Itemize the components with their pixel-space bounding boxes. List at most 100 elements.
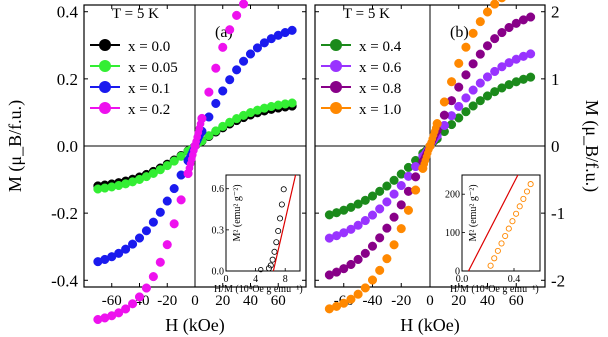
legend-marker xyxy=(99,81,111,93)
legend-marker xyxy=(330,60,342,72)
inset-y-tick-label: 0.0 xyxy=(212,267,225,278)
legend-marker xyxy=(99,39,111,51)
y-tick-label: -0.4 xyxy=(51,271,78,290)
x-tick-label: 0 xyxy=(191,293,199,309)
x-axis-label: H (kOe) xyxy=(400,315,459,336)
inset-data-point xyxy=(498,240,505,247)
legend-label: x = 0.2 xyxy=(128,102,170,118)
data-point xyxy=(155,207,165,217)
data-point xyxy=(134,292,145,302)
data-point xyxy=(396,180,406,191)
data-point xyxy=(447,77,457,87)
data-point xyxy=(169,219,179,229)
x-tick-label: 60 xyxy=(271,293,286,309)
inset-data-point xyxy=(277,215,284,222)
data-point xyxy=(360,215,370,226)
inset-x-label: H/M (10⁴Oe g emu⁻¹) xyxy=(214,284,303,295)
data-point xyxy=(346,294,356,304)
data-point xyxy=(468,59,478,69)
data-point xyxy=(461,93,471,103)
data-point xyxy=(389,175,399,185)
inset-x-tick-label: 0 xyxy=(224,274,229,285)
data-point xyxy=(232,10,242,20)
data-point xyxy=(396,224,406,234)
data-point xyxy=(259,38,269,48)
legend-marker xyxy=(99,102,111,114)
data-point xyxy=(148,217,158,227)
inset-data-point xyxy=(523,188,531,195)
data-point xyxy=(454,101,464,112)
inset-data-point xyxy=(505,225,512,232)
data-point xyxy=(382,181,392,191)
data-point xyxy=(454,58,464,68)
data-point xyxy=(162,240,172,250)
data-point xyxy=(287,25,297,35)
data-point xyxy=(468,85,478,95)
data-point xyxy=(482,72,493,82)
inset-y-tick-label: 0.6 xyxy=(212,184,225,195)
legend-label: x = 0.6 xyxy=(359,60,402,76)
data-point xyxy=(196,120,205,128)
data-point xyxy=(346,259,356,270)
inset-data-point xyxy=(271,248,278,255)
inset-data-point xyxy=(502,232,509,240)
y-tick-label: -0.2 xyxy=(51,204,78,223)
data-point xyxy=(114,308,124,318)
data-point xyxy=(353,199,363,209)
data-point xyxy=(134,233,145,243)
data-point xyxy=(353,289,363,299)
y-axis-label: M (μ_B/f.u.) xyxy=(5,100,26,192)
data-point xyxy=(439,110,449,120)
data-point xyxy=(490,0,500,9)
data-point xyxy=(389,240,399,250)
legend-label: x = 0.0 xyxy=(128,39,170,55)
data-point xyxy=(375,186,385,196)
inset-data-point xyxy=(487,262,494,269)
y-tick-label: 0.0 xyxy=(57,137,78,156)
x-tick-label: 40 xyxy=(243,293,258,309)
data-point xyxy=(155,165,165,175)
legend-label: x = 0.4 xyxy=(359,39,402,55)
series-3 xyxy=(93,0,249,325)
inset-fit-line xyxy=(272,174,297,272)
data-point xyxy=(490,87,500,97)
data-point xyxy=(411,185,421,195)
inset-x-tick-label: 8 xyxy=(283,274,288,285)
data-point xyxy=(375,265,385,275)
data-point xyxy=(461,70,471,80)
data-point xyxy=(504,22,514,33)
y-tick-label: -2 xyxy=(551,271,565,290)
data-point xyxy=(121,244,131,254)
x-tick-label: -20 xyxy=(391,293,411,309)
data-point xyxy=(497,62,507,72)
data-point xyxy=(382,223,392,233)
y-tick-label: -1 xyxy=(551,204,565,223)
data-point xyxy=(482,41,493,51)
legend-marker xyxy=(330,102,342,114)
inset-plot: 0 4 8 0.0 0.3 0.6 H/M (10⁴Oe g emu⁻¹) M² (emu² … xyxy=(212,174,303,295)
data-point xyxy=(353,220,363,230)
inset-x-tick-label: 4 xyxy=(253,274,258,285)
data-point xyxy=(176,151,186,161)
data-point xyxy=(468,28,478,38)
data-point xyxy=(439,97,449,107)
data-point xyxy=(287,98,297,108)
data-point xyxy=(211,63,221,73)
inset-y-tick-label: 200 xyxy=(445,190,460,201)
inset-data-point xyxy=(267,262,274,269)
y-tick-label: 1 xyxy=(551,70,560,89)
legend-label: x = 0.05 xyxy=(128,60,178,76)
data-point xyxy=(454,82,464,92)
inset-data-point xyxy=(275,228,282,235)
inset-y-tick-label: 100 xyxy=(445,228,460,239)
data-point xyxy=(526,72,536,82)
data-point xyxy=(382,197,392,207)
data-point xyxy=(353,254,363,264)
legend-title: T = 5 K xyxy=(112,6,159,22)
data-point xyxy=(211,98,221,108)
data-point xyxy=(475,78,485,88)
data-point xyxy=(431,124,440,132)
y-tick-label: 2 xyxy=(551,3,560,22)
